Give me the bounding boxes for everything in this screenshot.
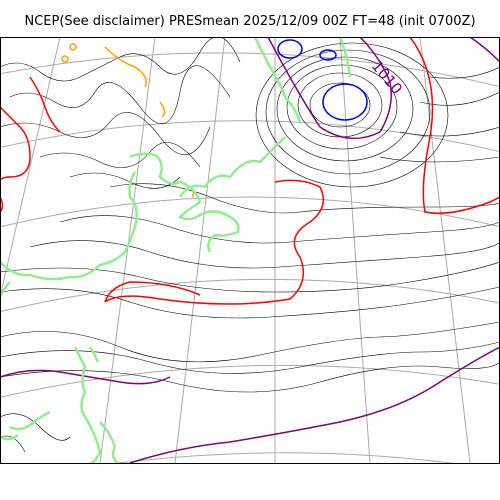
map-panel: 1010 bbox=[0, 37, 500, 463]
pressure-map: 1010 bbox=[0, 37, 500, 463]
low-contours bbox=[277, 39, 368, 121]
map-title: NCEP(See disclaimer) PRESmean 2025/12/09… bbox=[24, 14, 476, 29]
isobars bbox=[0, 37, 500, 453]
high-contours bbox=[0, 37, 500, 305]
contour-label: 1010 bbox=[368, 57, 406, 98]
coastlines bbox=[0, 37, 352, 463]
graticule bbox=[0, 37, 500, 463]
labeled-isobar bbox=[0, 37, 500, 463]
